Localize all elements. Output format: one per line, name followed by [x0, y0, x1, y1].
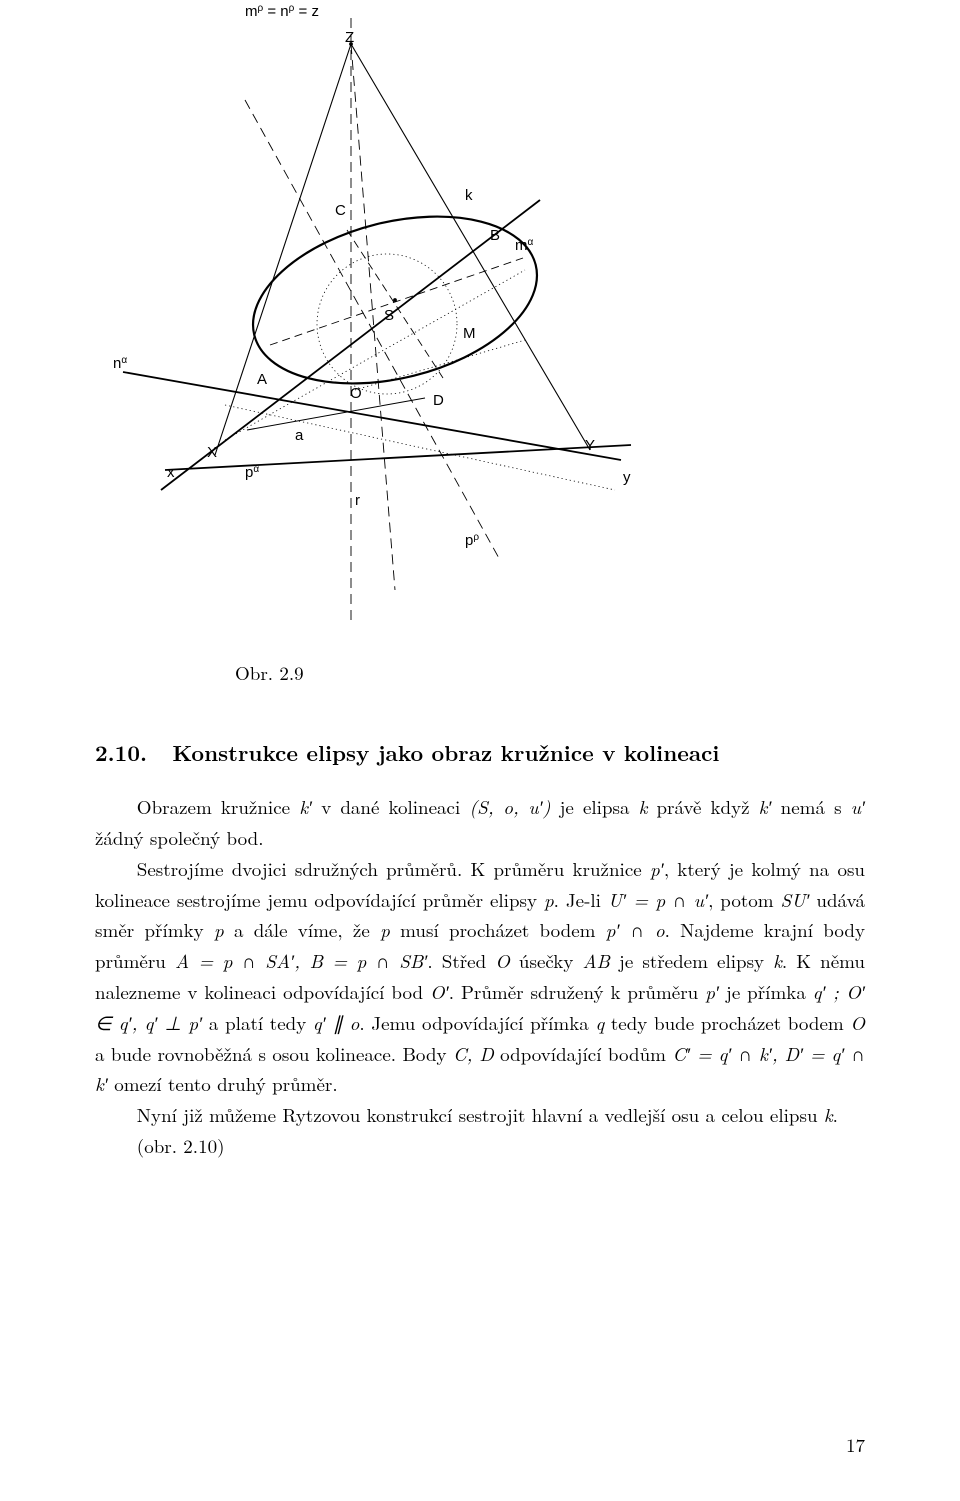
label-A: A: [257, 371, 267, 388]
label-B: B: [490, 227, 500, 244]
math: k: [639, 793, 648, 820]
math: p: [214, 916, 224, 943]
text: , potom: [708, 886, 780, 913]
label-M: M: [463, 325, 476, 342]
math: C, D: [453, 1040, 494, 1067]
text: . Je-li: [554, 886, 608, 913]
text: . Průměr sdružený k průměru: [449, 978, 705, 1005]
math: O: [495, 947, 510, 974]
text: je středem elipsy: [619, 947, 773, 974]
math: p: [544, 886, 554, 913]
paragraph-1: Obrazem kružnice k′ v dané kolineaci (S,…: [95, 792, 865, 854]
figure-2-9: mρ = nρ = z Z C k B mα S M nα A O D X x …: [95, 0, 865, 689]
text: úsečky: [519, 947, 583, 974]
label-C: C: [335, 202, 346, 219]
label-r: r: [355, 492, 360, 509]
text: odpovídající bodům: [500, 1040, 672, 1067]
text: v dané kolineaci: [321, 793, 469, 820]
math: p: [380, 916, 390, 943]
text: . Jemu odpovídající přímka: [359, 1009, 595, 1036]
figure-svg: mρ = nρ = z Z C k B mα S M nα A O D X x …: [95, 0, 655, 640]
math: k′: [299, 793, 312, 820]
text: právě když: [656, 793, 758, 820]
paragraph-4: (obr. 2.10): [95, 1131, 865, 1162]
paragraph-3: Nyní již můžeme Rytzovou konstrukcí sest…: [95, 1100, 865, 1131]
text: a bude rovnoběžná s osou kolineace. Body: [95, 1040, 453, 1067]
math: k: [824, 1101, 833, 1128]
page-number: 17: [846, 1430, 865, 1461]
text: žádný společný bod.: [95, 824, 264, 851]
figure-caption: Obr. 2.9: [235, 658, 865, 689]
label-X: X: [207, 444, 217, 461]
label-y: y: [623, 469, 631, 486]
text: (obr. 2.10): [137, 1132, 225, 1159]
math: SU′: [781, 886, 810, 913]
math: O′: [430, 978, 449, 1005]
text: a platí tedy: [209, 1009, 313, 1036]
paragraph-2: Sestrojíme dvojici sdružných průměrů. K …: [95, 854, 865, 1100]
label-S: S: [384, 307, 394, 324]
math: k: [773, 947, 782, 974]
math: q: [595, 1009, 604, 1036]
text: tedy bude procházet bodem: [611, 1009, 851, 1036]
text: je přímka: [726, 978, 813, 1005]
math: q′ ∥ o: [313, 1009, 359, 1036]
label-O: O: [350, 385, 362, 402]
math: AB: [582, 947, 610, 974]
section-number: 2.10.: [95, 737, 147, 768]
math: p′: [705, 978, 719, 1005]
text: . Střed: [427, 947, 495, 974]
label-Y: Y: [585, 437, 595, 454]
text: omezí tento druhý průměr.: [114, 1070, 337, 1097]
math: U′ = p ∩ u′: [608, 886, 708, 913]
math: (S, o, u′): [469, 793, 550, 820]
math: A = p ∩ SA′, B = p ∩ SB′: [175, 947, 427, 974]
text: Obrazem kružnice: [137, 793, 299, 820]
section-heading: Konstrukce elipsy jako obraz kružnice v …: [172, 737, 719, 768]
math: p′: [650, 855, 664, 882]
text: Nyní již můžeme Rytzovou konstrukcí sest…: [137, 1101, 824, 1128]
text: musí procházet bodem: [400, 916, 606, 943]
label-k: k: [465, 187, 473, 204]
label-x: x: [167, 464, 175, 481]
label-a: a: [295, 427, 304, 444]
label-p-rho: pρ: [465, 532, 479, 550]
label-p-alpha: pα: [245, 464, 259, 482]
label-n-alpha: nα: [113, 355, 127, 373]
text: je elipsa: [560, 793, 639, 820]
text: Sestrojíme dvojici sdružných průměrů. K …: [137, 855, 650, 882]
section-title: 2.10. Konstrukce elipsy jako obraz kružn…: [95, 735, 865, 771]
math: u′: [851, 793, 865, 820]
math: k′: [759, 793, 772, 820]
label-Z: Z: [345, 29, 354, 46]
label-mp-np-z: mρ = nρ = z: [245, 3, 319, 21]
math: O: [850, 1009, 865, 1036]
label-D: D: [433, 392, 444, 409]
text: a dále víme, že: [234, 916, 380, 943]
text: nemá s: [781, 793, 851, 820]
math: p′ ∩ o: [606, 916, 665, 943]
